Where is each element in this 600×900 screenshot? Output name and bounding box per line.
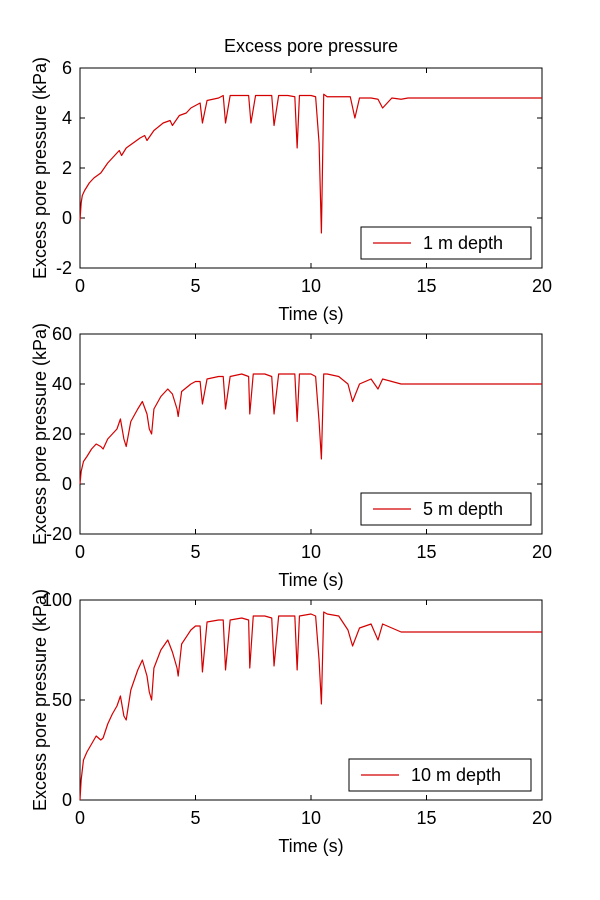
y-tick-label: 60 xyxy=(52,324,72,344)
x-tick-label: 15 xyxy=(416,542,436,562)
chart-panel-3: 0 5 10 15 20 0 50 100 Time (s) Excess pore pressu… xyxy=(30,589,552,856)
y-tick-label: 50 xyxy=(52,690,72,710)
y-tick-label: 100 xyxy=(42,590,72,610)
y-tick-label: -2 xyxy=(56,258,72,278)
x-axis-label: Time (s) xyxy=(278,570,343,590)
y-axis-label: Excess pore pressure (kPa) xyxy=(30,323,50,545)
y-tick-label: 40 xyxy=(52,374,72,394)
legend: 1 m depth xyxy=(360,226,532,260)
y-axis-label: Excess pore pressure (kPa) xyxy=(30,589,50,811)
legend-label: 1 m depth xyxy=(423,233,503,253)
x-axis-label: Time (s) xyxy=(278,836,343,856)
y-tick-label: 0 xyxy=(62,208,72,228)
series-line-1 xyxy=(79,373,542,485)
y-tick-label: 6 xyxy=(62,58,72,78)
series-line-1 xyxy=(79,93,542,234)
y-axis-label: Excess pore pressure (kPa) xyxy=(30,57,50,279)
y-tick-label: 20 xyxy=(52,424,72,444)
x-tick-label: 0 xyxy=(75,808,85,828)
y-tick-label: 4 xyxy=(62,108,72,128)
x-tick-label: 15 xyxy=(416,276,436,296)
legend: 10 m depth xyxy=(348,758,532,792)
chart-title: Excess pore pressure xyxy=(224,36,398,56)
y-tick-label: 2 xyxy=(62,158,72,178)
x-tick-label: 15 xyxy=(416,808,436,828)
x-tick-label: 20 xyxy=(532,542,552,562)
x-tick-label: 10 xyxy=(301,542,321,562)
x-tick-label: 0 xyxy=(75,542,85,562)
x-tick-label: 10 xyxy=(301,276,321,296)
x-tick-label: 20 xyxy=(532,276,552,296)
x-tick-label: 20 xyxy=(532,808,552,828)
series-line-1 xyxy=(79,611,542,801)
x-tick-label: 5 xyxy=(190,542,200,562)
x-tick-label: 0 xyxy=(75,276,85,296)
y-tick-label: -20 xyxy=(46,524,72,544)
x-tick-label: 10 xyxy=(301,808,321,828)
x-tick-label: 5 xyxy=(190,808,200,828)
legend: 5 m depth xyxy=(360,492,532,526)
legend-label: 10 m depth xyxy=(411,765,501,785)
y-tick-label: 0 xyxy=(62,474,72,494)
x-axis-label: Time (s) xyxy=(278,304,343,324)
x-tick-label: 5 xyxy=(190,276,200,296)
legend-label: 5 m depth xyxy=(423,499,503,519)
y-tick-label: 0 xyxy=(62,790,72,810)
